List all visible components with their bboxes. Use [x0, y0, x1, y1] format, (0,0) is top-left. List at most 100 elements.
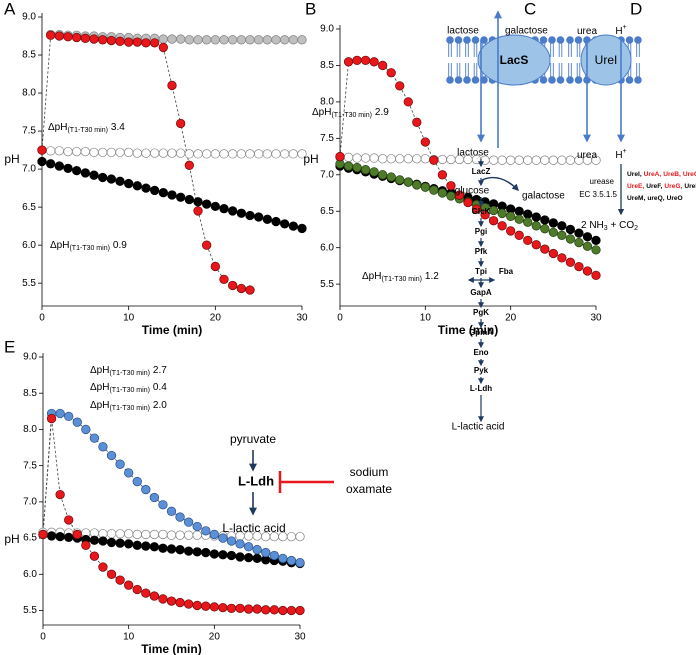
- gene: UreB,: [663, 171, 681, 178]
- data-point: [574, 237, 584, 248]
- y-tick-label: 8.5: [320, 60, 334, 71]
- data-point: [497, 208, 507, 219]
- enzyme: L-Ldh: [238, 473, 274, 488]
- data-point: [278, 553, 288, 564]
- annotation-part: ΔpH: [50, 240, 69, 251]
- data-point: [297, 223, 307, 234]
- data-point: [548, 218, 558, 228]
- data-point: [286, 555, 297, 566]
- lipid-head: [471, 36, 480, 44]
- data-point: [378, 154, 388, 164]
- data-point: [295, 605, 305, 616]
- annotation-part: 2.7: [153, 365, 167, 376]
- x-axis-title: Time (min): [142, 323, 202, 337]
- data-point: [429, 155, 439, 165]
- data-point: [352, 162, 362, 173]
- data-point: [236, 283, 246, 294]
- annotation-part: (T1-T30 min): [331, 112, 371, 119]
- x-axis-title: Time (min): [141, 642, 201, 655]
- data-point: [523, 217, 533, 227]
- transporter-label: LacS: [500, 53, 529, 67]
- data-point: [565, 234, 576, 244]
- data-point: [46, 413, 57, 424]
- data-point: [288, 35, 298, 45]
- data-point: [202, 149, 212, 159]
- annotation-part: 1.2: [425, 271, 439, 282]
- metabolite: lactose: [447, 26, 479, 37]
- data-point: [80, 146, 90, 157]
- x-tick-label: 0: [40, 632, 46, 643]
- data-point: [46, 531, 57, 541]
- data-point: [166, 530, 177, 540]
- enzyme: Eno: [473, 348, 488, 357]
- annotation: ΔpH(T1-T30 min) 2.7: [90, 365, 167, 378]
- data-point: [254, 149, 264, 159]
- metabolite: H+: [615, 24, 626, 36]
- product-part: 2 NH: [581, 220, 604, 231]
- data-point: [106, 147, 116, 158]
- gene: UreD,: [684, 183, 696, 190]
- data-point: [158, 529, 168, 540]
- metabolite: glucose: [455, 186, 490, 197]
- data-point: [149, 591, 160, 601]
- data-point: [106, 450, 117, 461]
- data-point: [369, 153, 379, 163]
- x-tick-label: 30: [590, 313, 602, 324]
- y-tick-label: 6.5: [320, 206, 334, 217]
- data-point: [106, 569, 117, 579]
- annotation-part: ΔpH: [90, 400, 109, 411]
- data-point: [132, 529, 142, 540]
- y-tick-label: 7.5: [320, 133, 334, 144]
- data-point: [63, 32, 73, 42]
- data-point: [252, 604, 262, 614]
- data-point: [243, 552, 254, 563]
- lipid-head: [446, 36, 454, 44]
- data-point: [395, 81, 405, 91]
- data-point: [386, 68, 396, 78]
- data-point: [192, 547, 202, 557]
- y-tick-label: 6.0: [22, 240, 36, 251]
- data-point: [506, 226, 516, 236]
- enzyme: Tpi: [475, 267, 487, 276]
- data-point: [201, 547, 211, 558]
- data-point: [261, 605, 271, 615]
- data-point: [228, 280, 238, 291]
- data-point: [254, 35, 264, 45]
- data-point: [54, 146, 64, 156]
- data-point: [72, 165, 82, 176]
- enzyme-ec: EC 3.5.1.5: [579, 190, 617, 199]
- data-point: [167, 190, 177, 200]
- data-point: [115, 529, 125, 539]
- data-point: [158, 42, 168, 53]
- data-point: [124, 37, 134, 47]
- data-point: [420, 182, 430, 192]
- data-point: [412, 117, 422, 127]
- data-point: [192, 530, 202, 540]
- data-point: [218, 550, 228, 560]
- data-point: [166, 596, 177, 606]
- x-tick-label: 20: [209, 632, 221, 643]
- data-point: [184, 149, 194, 159]
- data-point: [548, 248, 558, 259]
- y-axis-title: pH: [303, 152, 318, 166]
- data-point: [420, 154, 430, 164]
- data-point: [141, 183, 151, 193]
- data-point: [141, 541, 151, 551]
- data-point: [378, 170, 388, 180]
- annotation-part: (T1-T30 min): [109, 405, 149, 412]
- y-tick-label: 5.5: [320, 279, 334, 290]
- lipid-head: [566, 36, 574, 44]
- data-point: [150, 185, 160, 196]
- lipid-head: [566, 76, 574, 84]
- transporter: [580, 34, 632, 86]
- data-point: [243, 604, 254, 614]
- data-point: [158, 188, 168, 198]
- transporter: [477, 34, 551, 86]
- data-point: [582, 232, 593, 242]
- product-part: 2: [634, 225, 638, 232]
- data-point: [295, 531, 305, 542]
- data-point: [72, 529, 82, 540]
- data-point: [89, 433, 100, 443]
- data-point: [386, 172, 396, 182]
- y-tick-label: 7.0: [22, 164, 36, 175]
